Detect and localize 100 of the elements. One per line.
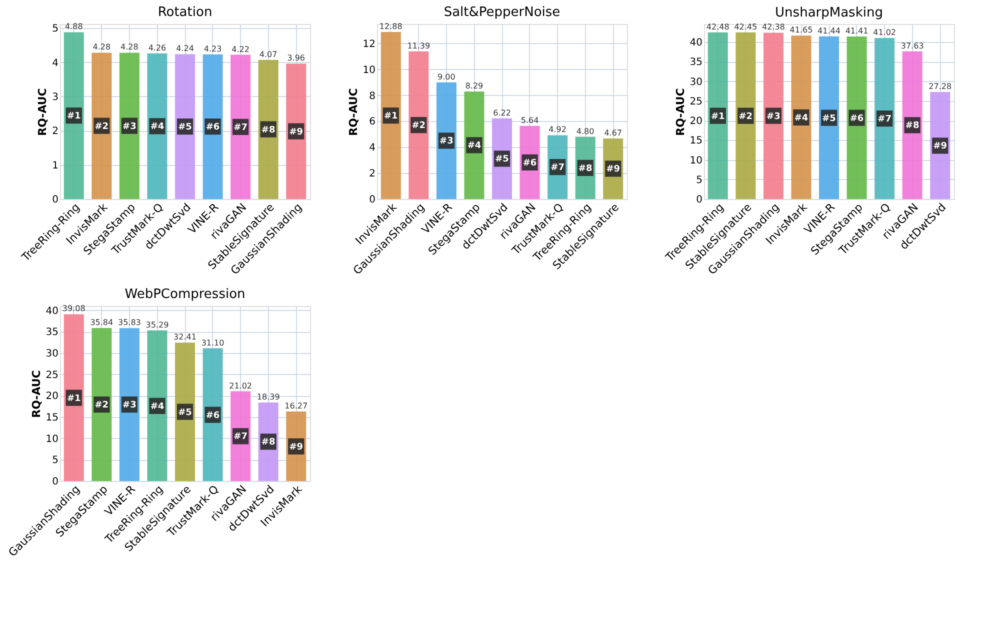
y-tick-label: 40	[46, 306, 58, 317]
y-tick-label: 10	[690, 155, 702, 166]
annotation: #5	[178, 408, 192, 418]
bar	[175, 54, 195, 199]
y-tick-label: 15	[690, 136, 702, 147]
y-tick-label: 8	[369, 90, 376, 102]
bar	[763, 32, 784, 199]
chart-title: Salt&PepperNoise	[444, 5, 560, 20]
y-tick-label: 15	[46, 412, 58, 424]
y-tick-label: 30	[690, 76, 702, 88]
y-axis-title: RQ-AUC	[674, 88, 687, 136]
data-label: 37.63	[900, 41, 924, 50]
bar	[202, 54, 223, 199]
data-label: 16.27	[284, 402, 308, 411]
data-label: 4.26	[148, 43, 166, 52]
data-label: 42.38	[762, 22, 785, 32]
bar	[708, 32, 728, 199]
data-label: 6.22	[493, 108, 511, 118]
bar	[147, 53, 168, 199]
data-label: 35.29	[146, 320, 169, 330]
y-tick-label: 1	[52, 160, 58, 172]
data-label: 4.80	[576, 126, 594, 136]
chart-title: WebPCompression	[124, 287, 246, 302]
bar	[147, 330, 168, 481]
bar	[64, 32, 84, 199]
annotation: #3	[440, 136, 454, 147]
y-tick-label: 35	[46, 327, 58, 338]
data-label: 41.02	[873, 28, 896, 38]
annotation: #7	[550, 163, 564, 174]
annotation: #8	[261, 125, 276, 136]
y-tick-label: 5	[52, 455, 58, 466]
y-tick-label: 0	[369, 194, 376, 206]
bar	[902, 51, 922, 199]
annotation: #9	[289, 127, 304, 138]
data-label: 5.64	[520, 116, 539, 125]
annotation: #1	[66, 112, 81, 122]
bar	[64, 314, 84, 481]
annotation: #9	[289, 442, 304, 452]
bar	[874, 38, 895, 199]
annotation: #7	[878, 114, 892, 125]
annotation: #4	[794, 113, 808, 124]
chart-title: UnsharpMasking	[775, 5, 883, 20]
data-label: 4.92	[548, 125, 566, 134]
annotation: #8	[578, 164, 592, 174]
y-tick-label: 30	[46, 348, 58, 360]
bar	[846, 36, 867, 199]
annotation: #8	[905, 121, 920, 132]
data-label: 4.28	[92, 42, 111, 52]
data-label: 4.67	[604, 128, 622, 138]
annotation: #4	[467, 141, 482, 152]
data-label: 31.10	[201, 338, 224, 348]
y-tick-label: 5	[696, 174, 702, 186]
annotation: #2	[738, 112, 753, 122]
data-label: 9.00	[438, 72, 456, 82]
annotation: #3	[122, 122, 136, 132]
bar	[286, 64, 306, 199]
annotation: #4	[150, 122, 164, 132]
annotation: #2	[94, 400, 109, 411]
bar	[930, 92, 950, 199]
data-label: 4.07	[259, 50, 278, 59]
bar	[175, 342, 195, 481]
data-label: 4.23	[204, 44, 222, 54]
y-tick-label: 25	[690, 96, 702, 108]
y-tick-label: 5	[52, 24, 58, 35]
y-tick-label: 40	[690, 38, 702, 49]
y-axis-title: RQ-AUC	[346, 88, 360, 136]
bar	[92, 52, 112, 199]
bar	[92, 328, 112, 481]
y-tick-label: 4	[369, 142, 376, 154]
annotation: #5	[178, 122, 192, 133]
bar	[791, 36, 812, 199]
data-label: 4.88	[64, 22, 83, 32]
y-tick-label: 0	[52, 476, 58, 488]
y-tick-label: 35	[690, 57, 702, 68]
bar	[230, 54, 251, 199]
data-label: 8.29	[465, 82, 484, 91]
y-tick-label: 10	[46, 434, 58, 445]
bar	[380, 32, 401, 199]
bar	[202, 348, 223, 481]
y-tick-label: 2	[369, 168, 376, 180]
annotation: #2	[412, 121, 426, 132]
annotation: #1	[710, 112, 725, 122]
y-tick-label: 4	[52, 58, 58, 69]
y-tick-label: 3	[52, 92, 58, 103]
data-label: 21.02	[229, 381, 252, 390]
data-label: 4.22	[232, 44, 250, 54]
y-tick-label: 6	[369, 116, 376, 128]
data-label: 3.96	[287, 54, 306, 63]
y-tick-label: 25	[46, 370, 58, 381]
y-tick-label: 10	[362, 64, 376, 76]
annotation: #5	[495, 154, 509, 165]
chart-title: Rotation	[158, 5, 212, 20]
bar	[408, 51, 429, 199]
y-tick-label: 12	[362, 38, 376, 50]
data-label: 35.84	[90, 318, 114, 328]
annotation: #9	[933, 142, 948, 152]
data-label: 41.44	[818, 26, 840, 36]
annotation: #6	[206, 122, 220, 133]
y-tick-label: 0	[696, 194, 702, 206]
data-label: 4.28	[120, 42, 138, 52]
